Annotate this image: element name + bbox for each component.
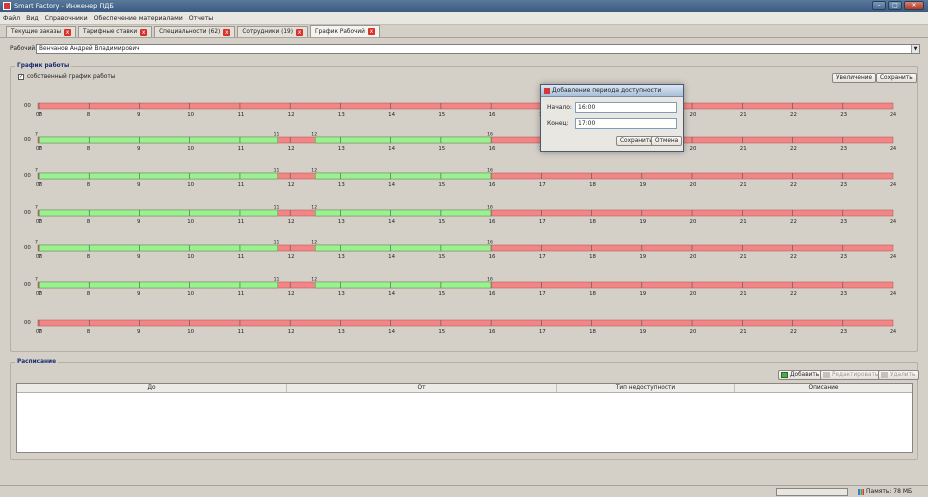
edit-icon (823, 372, 830, 378)
memory-indicator: Память: 78 МБ (858, 486, 912, 497)
schedule-group-title: График работы (15, 63, 72, 69)
add-label: Добавить (790, 372, 820, 378)
tab-label: График Рабочий (314, 28, 365, 35)
tab-worker-schedule[interactable]: График Рабочий x (309, 25, 380, 37)
add-period-dialog: Добавление периода доступности Начало: 1… (540, 84, 684, 152)
tab-current-orders[interactable]: Текущие заказы x (6, 26, 77, 37)
menu-references[interactable]: Справочники (44, 14, 88, 22)
menu-bar: Файл Вид Справочники Обеспечение материа… (0, 12, 928, 25)
dialog-title: Добавление периода доступности (552, 87, 662, 94)
column-description[interactable]: Описание (808, 385, 839, 391)
start-label: Начало: (547, 104, 572, 111)
tab-label: Тарифные ставки (83, 29, 138, 35)
add-button[interactable]: Добавить (778, 370, 824, 380)
menu-reports[interactable]: Отчеты (188, 14, 214, 22)
close-tab-icon[interactable]: x (367, 28, 375, 35)
menu-file[interactable]: Файл (3, 14, 21, 22)
minimize-icon[interactable]: – (872, 1, 886, 10)
start-time-input[interactable]: 16:00 (575, 102, 677, 113)
schedule-table[interactable]: До От Тип недоступности Описание (16, 383, 913, 453)
worker-combobox[interactable]: Венчанов Андрей Владимирович ▼ (36, 44, 920, 54)
worker-row: Рабочий: Венчанов Андрей Владимирович ▼ (10, 44, 920, 54)
zoom-button[interactable]: Увеличение (832, 73, 877, 83)
close-tab-icon[interactable]: x (223, 28, 231, 36)
worker-label: Рабочий: (10, 46, 38, 52)
chart-icon (858, 488, 864, 495)
end-time-input[interactable]: 17:00 (575, 118, 677, 129)
column-unavailability-type[interactable]: Тип недоступности (557, 384, 735, 392)
memory-label: Память: 78 МБ (866, 488, 913, 495)
delete-label: Удалить (890, 372, 916, 378)
dialog-cancel-button[interactable]: Отмена (651, 136, 683, 146)
tab-tariff-rates[interactable]: Тарифные ставки x (78, 26, 153, 37)
tab-label: Сотрудники (19) (242, 29, 293, 35)
close-tab-icon[interactable]: x (295, 28, 303, 36)
chevron-down-icon[interactable]: ▼ (911, 45, 919, 53)
menu-view[interactable]: Вид (26, 14, 39, 22)
menu-materials[interactable]: Обеспечение материалами (93, 14, 183, 22)
edit-label: Редактировать (832, 372, 879, 378)
delete-icon (881, 372, 888, 378)
tab-bar: Текущие заказы x Тарифные ставки x Специал… (0, 25, 928, 38)
close-tab-icon[interactable]: x (140, 28, 148, 36)
tab-label: Текущие заказы (11, 29, 62, 35)
maximize-icon[interactable]: □ (888, 1, 902, 10)
app-icon (3, 2, 11, 10)
status-bar: Память: 78 МБ (0, 485, 928, 497)
tab-specialties[interactable]: Специальности (62) x (154, 26, 236, 37)
timetable-group: Расписание (10, 359, 918, 460)
progress-bar (776, 488, 848, 496)
window-title: Smart Factory - Инженер ПДБ (14, 2, 114, 10)
start-row: Начало: 16:00 (547, 102, 677, 113)
column-to[interactable]: До (17, 384, 287, 392)
close-icon[interactable]: ✕ (904, 1, 924, 10)
dialog-titlebar[interactable]: Добавление периода доступности (541, 85, 683, 97)
add-icon (781, 372, 788, 378)
edit-button[interactable]: Редактировать (820, 370, 883, 380)
own-schedule-label: собственный график работы (27, 74, 116, 80)
column-from[interactable]: От (287, 384, 557, 392)
dialog-icon (544, 88, 550, 94)
window-titlebar: Smart Factory - Инженер ПДБ – □ ✕ (0, 0, 928, 12)
table-header: До От Тип недоступности Описание (17, 384, 912, 393)
delete-button[interactable]: Удалить (878, 370, 920, 380)
worker-value: Венчанов Андрей Владимирович (39, 46, 140, 52)
end-row: Конец: 17:00 (547, 118, 677, 129)
end-label: Конец: (547, 120, 569, 127)
schedule-group: График работы (10, 63, 918, 352)
timetable-title: Расписание (15, 359, 59, 365)
tab-label: Специальности (62) (159, 29, 221, 35)
checkbox-icon[interactable]: ✓ (18, 74, 24, 80)
tab-employees[interactable]: Сотрудники (19) x (237, 26, 308, 37)
save-schedule-button[interactable]: Сохранить (876, 73, 917, 83)
own-schedule-checkbox[interactable]: ✓ собственный график работы (18, 74, 115, 80)
close-tab-icon[interactable]: x (64, 28, 72, 36)
